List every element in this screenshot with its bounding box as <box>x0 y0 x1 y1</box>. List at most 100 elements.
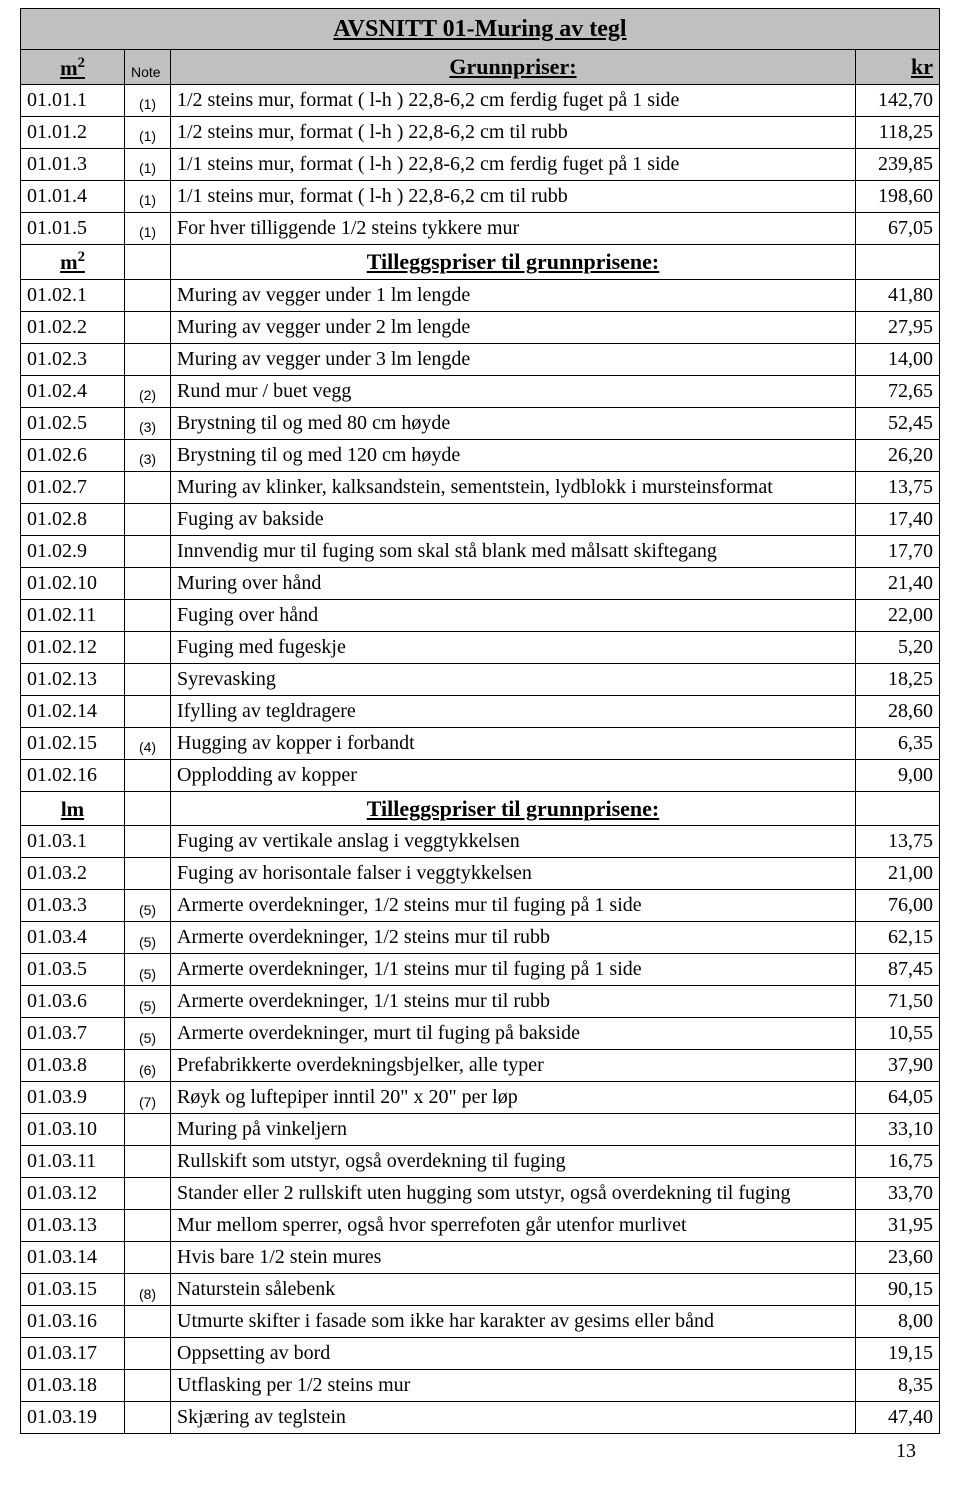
table-row: 01.03.13Mur mellom sperrer, også hvor sp… <box>21 1210 940 1242</box>
row-code: 01.01.5 <box>21 213 125 245</box>
row-code: 01.02.7 <box>21 471 125 503</box>
row-price: 9,00 <box>855 759 939 791</box>
row-price: 198,60 <box>855 181 939 213</box>
desc-header: Grunnpriser: <box>171 50 856 85</box>
row-note <box>125 631 171 663</box>
row-code: 01.02.1 <box>21 279 125 311</box>
row-desc: Skjæring av teglstein <box>171 1402 856 1434</box>
table-row: 01.02.2 Muring av vegger under 2 lm lengd… <box>21 311 940 343</box>
row-note <box>125 343 171 375</box>
row-code: 01.03.19 <box>21 1402 125 1434</box>
row-price: 72,65 <box>855 375 939 407</box>
row-desc: Stander eller 2 rullskift uten hugging s… <box>171 1178 856 1210</box>
row-price: 76,00 <box>855 890 939 922</box>
row-price: 18,25 <box>855 663 939 695</box>
row-desc: 1/1 steins mur, format ( l-h ) 22,8-6,2 … <box>171 149 856 181</box>
row-note: (5) <box>125 922 171 954</box>
row-price: 13,75 <box>855 471 939 503</box>
row-price: 52,45 <box>855 407 939 439</box>
table-row: 01.03.8(6)Prefabrikkerte overdekningsbje… <box>21 1050 940 1082</box>
table-row: 01.01.2(1)1/2 steins mur, format ( l-h )… <box>21 117 940 149</box>
table-row: 01.03.2 Fuging av horisontale falser i ve… <box>21 858 940 890</box>
table-row: 01.02.16Opplodding av kopper9,00 <box>21 759 940 791</box>
row-code: 01.03.5 <box>21 954 125 986</box>
row-desc: 1/2 steins mur, format ( l-h ) 22,8-6,2 … <box>171 117 856 149</box>
table-row: 01.01.5(1)For hver tilliggende 1/2 stein… <box>21 213 940 245</box>
row-desc: 1/1 steins mur, format ( l-h ) 22,8-6,2 … <box>171 181 856 213</box>
row-code: 01.03.3 <box>21 890 125 922</box>
row-desc: Muring av klinker, kalksandstein, sement… <box>171 471 856 503</box>
desc-header: Tilleggspriser til grunnprisene: <box>171 245 856 280</box>
row-note <box>125 311 171 343</box>
row-code: 01.02.6 <box>21 439 125 471</box>
table-row: 01.03.12Stander eller 2 rullskift uten h… <box>21 1178 940 1210</box>
row-code: 01.01.4 <box>21 181 125 213</box>
row-desc: Ifylling av tegldragere <box>171 695 856 727</box>
table-row: 01.01.3(1)1/1 steins mur, format ( l-h )… <box>21 149 940 181</box>
table-row: 01.02.15(4)Hugging av kopper i forbandt6… <box>21 727 940 759</box>
table-header-row: m2NoteGrunnpriser:kr <box>21 50 940 85</box>
note-header <box>125 245 171 280</box>
unit-sup: 2 <box>78 55 85 71</box>
table-row: 01.03.18Utflasking per 1/2 steins mur8,3… <box>21 1370 940 1402</box>
row-price: 8,35 <box>855 1370 939 1402</box>
price-header: kr <box>855 50 939 85</box>
table-row: 01.02.10Muring over hånd21,40 <box>21 567 940 599</box>
row-note: (5) <box>125 1018 171 1050</box>
table-row: 01.02.6(3)Brystning til og med 120 cm hø… <box>21 439 940 471</box>
row-code: 01.02.2 <box>21 311 125 343</box>
table-row: 01.02.8Fuging av bakside17,40 <box>21 503 940 535</box>
row-code: 01.01.2 <box>21 117 125 149</box>
row-code: 01.01.3 <box>21 149 125 181</box>
row-code: 01.03.13 <box>21 1210 125 1242</box>
row-note: (4) <box>125 727 171 759</box>
row-code: 01.03.9 <box>21 1082 125 1114</box>
row-code: 01.03.15 <box>21 1274 125 1306</box>
row-note <box>125 1402 171 1434</box>
row-code: 01.02.14 <box>21 695 125 727</box>
table-row: 01.03.4(5)Armerte overdekninger, 1/2 ste… <box>21 922 940 954</box>
row-desc: Muring av vegger under 2 lm lengde <box>171 311 856 343</box>
row-note: (1) <box>125 149 171 181</box>
row-desc: Armerte overdekninger, 1/2 steins mur ti… <box>171 922 856 954</box>
row-price: 28,60 <box>855 695 939 727</box>
table-row: 01.02.11Fuging over hånd22,00 <box>21 599 940 631</box>
row-code: 01.02.12 <box>21 631 125 663</box>
row-code: 01.03.7 <box>21 1018 125 1050</box>
row-note: (8) <box>125 1274 171 1306</box>
row-price: 13,75 <box>855 826 939 858</box>
row-price: 27,95 <box>855 311 939 343</box>
row-price: 37,90 <box>855 1050 939 1082</box>
row-price: 10,55 <box>855 1018 939 1050</box>
row-price: 62,15 <box>855 922 939 954</box>
row-desc: Rund mur / buet vegg <box>171 375 856 407</box>
row-note <box>125 826 171 858</box>
row-note <box>125 567 171 599</box>
row-code: 01.03.16 <box>21 1306 125 1338</box>
table-row: 01.02.12Fuging med fugeskje5,20 <box>21 631 940 663</box>
row-note <box>125 1338 171 1370</box>
row-price: 118,25 <box>855 117 939 149</box>
row-price: 5,20 <box>855 631 939 663</box>
table-row: 01.03.5(5)Armerte overdekninger, 1/1 ste… <box>21 954 940 986</box>
row-desc: Brystning til og med 80 cm høyde <box>171 407 856 439</box>
row-code: 01.03.2 <box>21 858 125 890</box>
table-row: 01.03.1Fuging av vertikale anslag i vegg… <box>21 826 940 858</box>
row-note: (5) <box>125 954 171 986</box>
row-code: 01.03.10 <box>21 1114 125 1146</box>
row-note <box>125 1242 171 1274</box>
row-code: 01.03.17 <box>21 1338 125 1370</box>
row-desc: Syrevasking <box>171 663 856 695</box>
row-desc: Muring av vegger under 1 lm lengde <box>171 279 856 311</box>
table-row: 01.02.1 Muring av vegger under 1 lm lengd… <box>21 279 940 311</box>
row-desc: Fuging over hånd <box>171 599 856 631</box>
row-price: 16,75 <box>855 1146 939 1178</box>
table-row: 01.02.9Innvendig mur til fuging som skal… <box>21 535 940 567</box>
table-row: 01.03.15(8)Naturstein sålebenk90,15 <box>21 1274 940 1306</box>
row-desc: Fuging av horisontale falser i veggtykke… <box>171 858 856 890</box>
row-price: 26,20 <box>855 439 939 471</box>
row-price: 6,35 <box>855 727 939 759</box>
row-code: 01.02.10 <box>21 567 125 599</box>
row-code: 01.03.8 <box>21 1050 125 1082</box>
row-price: 47,40 <box>855 1402 939 1434</box>
